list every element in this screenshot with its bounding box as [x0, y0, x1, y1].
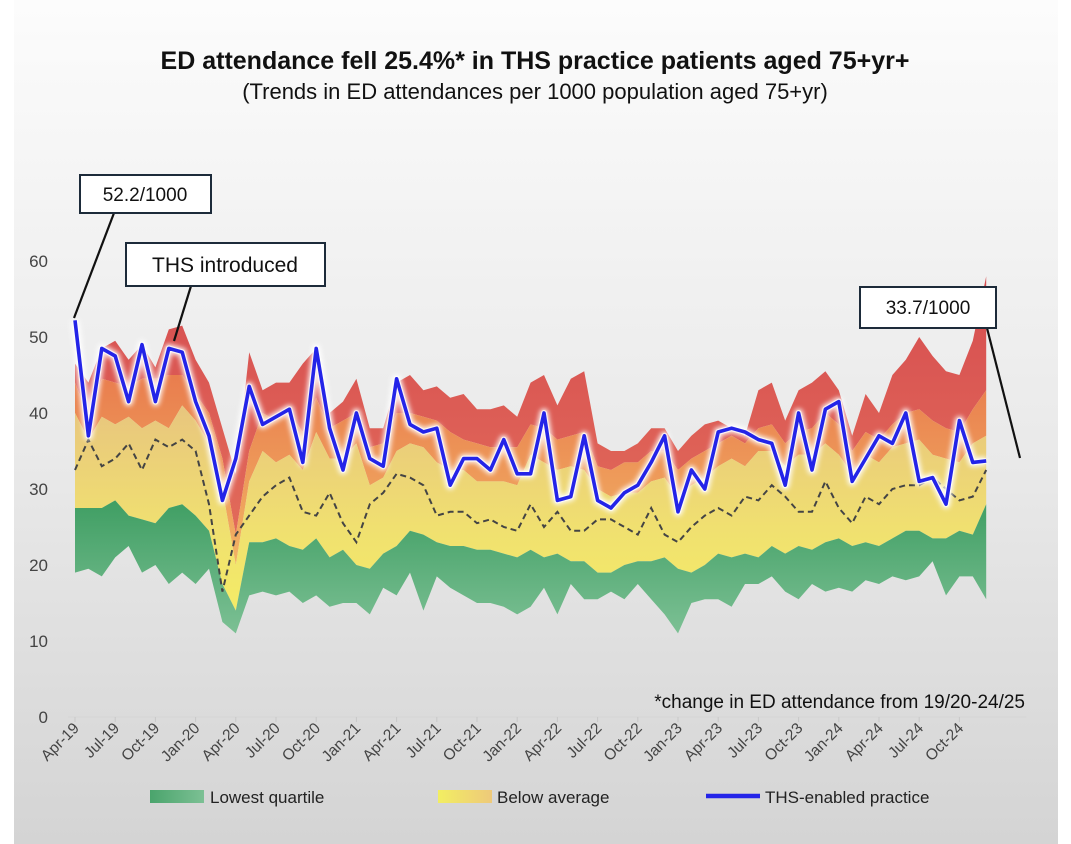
legend-label-ths: THS-enabled practice	[765, 788, 929, 807]
annotation-end-label: 33.7/1000	[886, 298, 971, 319]
annotation-ths-introduced: THS introduced	[125, 242, 326, 342]
y-tick-label: 60	[29, 252, 48, 271]
band-below-average	[75, 405, 987, 611]
chart-subtitle: (Trends in ED attendances per 1000 popul…	[242, 79, 828, 104]
y-tick-label: 50	[29, 328, 48, 347]
y-tick-label: 30	[29, 480, 48, 499]
y-tick-label: 0	[39, 708, 48, 727]
annotation-end: 33.7/1000	[859, 286, 1022, 459]
median-dashed-line	[74, 437, 988, 592]
annotation-ths-box	[125, 242, 326, 287]
y-tick-label: 40	[29, 404, 48, 423]
annotation-start: 52.2/1000	[72, 174, 212, 319]
footnote: *change in ED attendance from 19/20-24/2…	[654, 692, 1025, 713]
annotation-end-leader	[985, 327, 1022, 459]
annotation-start-box	[79, 174, 212, 214]
legend-label-lowest-quartile: Lowest quartile	[210, 788, 324, 807]
legend-swatch-lowest-quartile	[150, 790, 204, 803]
ths-line	[73, 320, 987, 514]
y-tick-label: 20	[29, 556, 48, 575]
annotation-ths-label: THS introduced	[152, 254, 298, 277]
y-axis: 0 10 20 30 40 50 60	[29, 252, 48, 727]
annotation-start-leader	[72, 212, 116, 319]
band-above-upper-quartile	[75, 276, 987, 535]
chart-title: ED attendance fell 25.4%* in THS practic…	[161, 47, 910, 75]
legend-label-below-average: Below average	[497, 788, 609, 807]
ths-line-group	[70, 319, 987, 517]
band-above-average	[75, 375, 987, 565]
annotation-end-box	[859, 286, 997, 329]
annotation-start-label: 52.2/1000	[103, 185, 188, 206]
annotation-ths-leader	[172, 285, 193, 342]
band-areas	[75, 276, 987, 634]
median-line-group	[74, 437, 988, 592]
legend: Lowest quartile Below average THS-enable…	[150, 788, 929, 807]
band-lowest-quartile	[75, 500, 987, 634]
y-tick-label: 10	[29, 632, 48, 651]
legend-swatch-below-average	[438, 790, 492, 803]
